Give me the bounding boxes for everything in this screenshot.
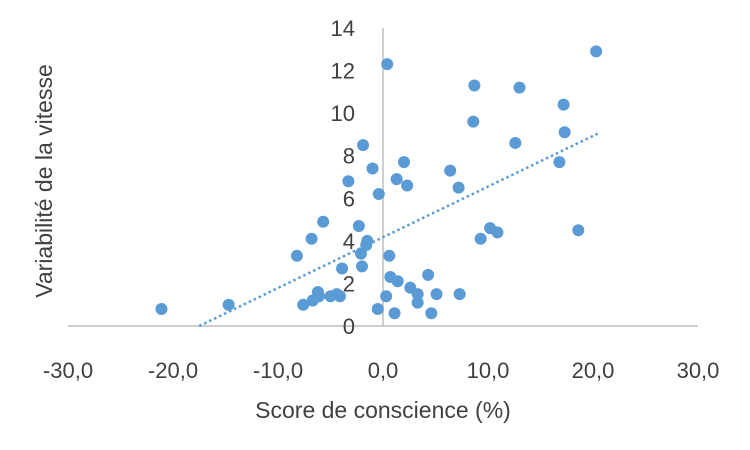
y-tick-labels: 0 2 4 6 8 10 12 14 — [331, 16, 355, 339]
data-point — [371, 302, 384, 315]
data-point — [383, 249, 396, 262]
data-point — [468, 79, 481, 92]
data-point — [411, 288, 424, 301]
data-point — [509, 136, 522, 149]
data-point — [401, 179, 414, 192]
y-tick-label: 10 — [331, 101, 355, 126]
data-point — [452, 181, 465, 194]
x-axis-title: Score de conscience (%) — [255, 397, 511, 423]
data-point — [290, 249, 303, 262]
data-point — [553, 156, 566, 169]
data-point — [342, 175, 355, 188]
trendline-line — [198, 132, 599, 328]
data-point — [453, 288, 466, 301]
x-tick-label: -30,0 — [43, 358, 93, 383]
data-point — [222, 298, 235, 311]
x-tick-label: 20,0 — [572, 358, 615, 383]
data-point — [155, 302, 168, 315]
data-point — [366, 162, 379, 175]
data-point — [357, 139, 370, 152]
data-point — [590, 45, 603, 58]
data-point — [372, 188, 385, 201]
data-point — [305, 232, 318, 245]
x-tick-label: 0,0 — [368, 358, 399, 383]
data-point — [312, 290, 325, 303]
x-tick-label: -10,0 — [253, 358, 303, 383]
y-tick-label: 12 — [331, 59, 355, 84]
x-tick-label: 30,0 — [677, 358, 720, 383]
y-axis-title: Variabilité de la vitesse — [31, 64, 57, 298]
data-point — [380, 290, 393, 303]
data-point — [398, 156, 410, 169]
x-tick-label: 10,0 — [467, 358, 510, 383]
data-point — [557, 98, 570, 111]
data-point — [491, 226, 504, 239]
y-tick-label: 0 — [343, 314, 355, 339]
data-point — [297, 298, 310, 311]
data-point — [381, 58, 394, 71]
data-point — [411, 296, 424, 309]
data-point — [513, 81, 526, 94]
y-tick-label: 8 — [343, 144, 355, 169]
y-tick-label: 6 — [343, 186, 355, 211]
data-point — [474, 232, 487, 245]
data-point — [336, 262, 349, 275]
data-point — [352, 219, 365, 232]
y-tick-label: 2 — [343, 271, 355, 296]
data-point — [467, 115, 480, 128]
y-tick-label: 4 — [343, 229, 355, 254]
data-point — [391, 275, 404, 288]
data-point — [356, 260, 368, 273]
data-point — [430, 288, 443, 301]
trendline — [198, 132, 599, 328]
data-point — [333, 290, 346, 303]
y-tick-label: 14 — [331, 16, 355, 41]
data-point — [572, 224, 585, 237]
data-points — [155, 45, 603, 320]
data-point — [361, 234, 374, 247]
data-point — [558, 126, 571, 139]
data-point — [390, 173, 403, 186]
data-point — [317, 215, 330, 228]
data-point — [422, 268, 435, 281]
data-point — [425, 307, 438, 320]
data-point — [444, 164, 457, 177]
data-point — [388, 307, 401, 320]
x-tick-labels: -30,0 -20,0 -10,0 0,0 10,0 20,0 30,0 — [43, 358, 719, 383]
x-tick-label: -20,0 — [148, 358, 198, 383]
